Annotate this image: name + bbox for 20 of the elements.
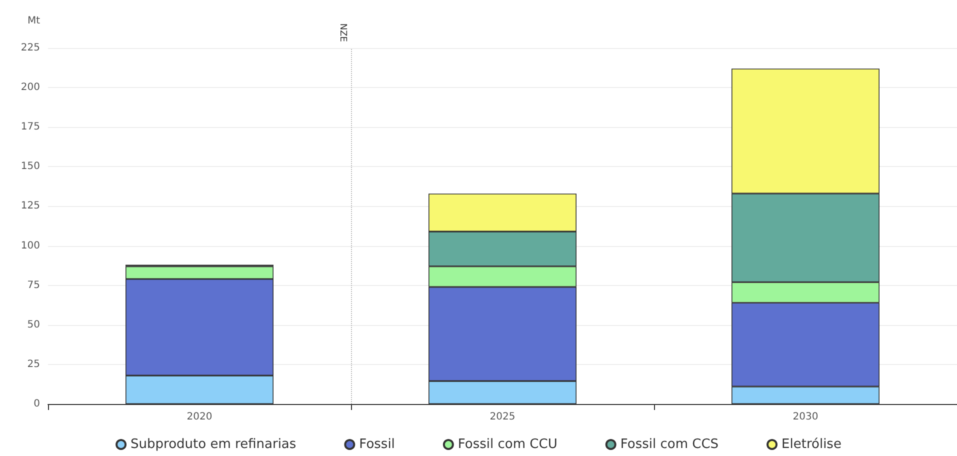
y-tick-label: 125 (20, 200, 40, 212)
legend-label: Fossil (359, 437, 395, 452)
y-tick-label: 225 (20, 42, 40, 54)
y-tick-label: 175 (20, 122, 40, 133)
y-axis-title: Mt (27, 16, 40, 26)
y-tick-label: 100 (20, 240, 40, 252)
y-tick-label: 25 (27, 358, 40, 370)
ref-line-label: NZE (338, 23, 348, 42)
legend-label: Subproduto em refinarias (130, 437, 296, 452)
y-tick-label: 50 (27, 319, 40, 330)
x-tick-label: 2020 (186, 412, 212, 422)
y-tick-label: 75 (27, 280, 40, 291)
x-tick-label: 2025 (490, 412, 516, 422)
legend-label: Fossil com CCS (620, 437, 719, 452)
legend-label: Fossil com CCU (458, 437, 558, 452)
y-tick-label: 150 (20, 161, 40, 172)
y-tick-label: 200 (20, 82, 40, 94)
y-tick-label: 0 (34, 398, 40, 410)
x-tick-label: 2030 (792, 412, 818, 422)
legend-label: Eletrólise (782, 437, 842, 452)
